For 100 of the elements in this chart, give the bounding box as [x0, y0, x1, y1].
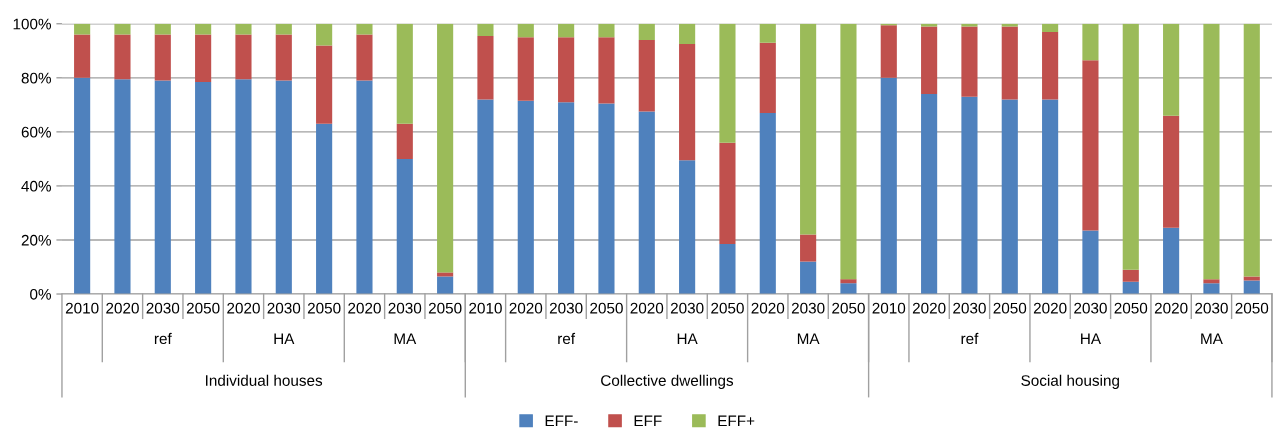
bar	[840, 23, 857, 280]
bar	[1001, 99, 1018, 295]
x-tick-label: 2030	[146, 302, 180, 314]
bar	[598, 23, 615, 38]
legend-label: EFF+	[718, 415, 755, 427]
bar	[1243, 23, 1260, 277]
x-tick-label: 2050	[186, 302, 220, 314]
bar	[477, 23, 494, 36]
bar	[1042, 99, 1059, 295]
y-tick-label: 0%	[30, 288, 51, 300]
bar	[759, 42, 776, 113]
text: ref	[558, 332, 576, 345]
bar	[195, 23, 212, 35]
bar	[1001, 26, 1018, 100]
bar	[719, 244, 736, 295]
bar	[1082, 60, 1099, 231]
x-tick-label: 2020	[1033, 302, 1067, 314]
bar	[356, 23, 373, 35]
bar	[1122, 281, 1139, 295]
bar	[517, 100, 534, 295]
bar	[275, 23, 292, 35]
bar	[396, 123, 413, 159]
legend-label: EFF-	[545, 415, 578, 427]
x-tick-label: 2050	[1235, 302, 1269, 314]
bar	[154, 23, 171, 35]
x-tick-label: 2020	[509, 302, 543, 314]
x-tick-label: 2020	[751, 302, 785, 314]
x-tick-label: 2020	[912, 302, 946, 314]
bar	[437, 276, 454, 295]
bar	[154, 34, 171, 81]
x-tick-label: 2020	[1154, 302, 1188, 314]
bar	[195, 81, 212, 295]
bar	[598, 103, 615, 295]
bar	[558, 23, 575, 38]
bar	[477, 35, 494, 100]
bar	[719, 142, 736, 245]
bar	[1203, 283, 1220, 295]
bar	[74, 23, 91, 35]
y-tick-label: 100%	[13, 18, 52, 30]
bar	[759, 23, 776, 43]
bar	[1042, 31, 1059, 100]
x-tick-label: 2050	[993, 302, 1027, 314]
bar	[1122, 23, 1139, 270]
x-tick-label: 2010	[469, 302, 502, 314]
bar	[114, 34, 131, 80]
bar	[558, 102, 575, 295]
x-tick-label: 2010	[65, 302, 99, 314]
x-tick-label: 2050	[1114, 302, 1148, 314]
bar	[517, 23, 534, 38]
x-tick-label: 2030	[670, 302, 704, 314]
bar	[396, 158, 413, 295]
bar	[396, 23, 413, 124]
text: MA	[1201, 333, 1223, 344]
bar	[840, 283, 857, 295]
bar	[638, 40, 655, 112]
bar	[517, 37, 534, 101]
text: HA	[274, 333, 295, 344]
text: ref	[154, 332, 172, 345]
x-tick-label: 2050	[711, 302, 744, 314]
bar	[316, 45, 333, 124]
bar	[961, 96, 978, 295]
bar	[719, 23, 736, 143]
bar	[800, 23, 817, 235]
y-tick-label: 20%	[21, 234, 52, 246]
bar	[921, 94, 938, 295]
bar	[114, 23, 131, 35]
text: Social housing	[1021, 374, 1119, 389]
x-tick-label: 2030	[791, 302, 825, 314]
bar	[1082, 23, 1099, 61]
x-tick-label: 2050	[832, 302, 865, 314]
text: ref	[961, 332, 979, 345]
bar	[759, 112, 776, 295]
bar	[235, 34, 252, 80]
bar	[154, 80, 171, 295]
x-tick-label: 2030	[953, 302, 986, 314]
bar	[840, 279, 857, 284]
bar	[235, 23, 252, 35]
x-tick-label: 2020	[106, 302, 139, 314]
bar	[74, 77, 91, 295]
text: Collective dwellings	[601, 374, 734, 389]
x-tick-label: 2030	[267, 302, 301, 314]
bar	[800, 234, 817, 262]
bar	[679, 44, 696, 161]
bar	[74, 34, 91, 78]
bar	[961, 26, 978, 97]
bar	[275, 34, 292, 81]
legend-label: EFF	[634, 415, 662, 427]
bar	[1122, 269, 1139, 282]
text: HA	[1081, 333, 1102, 344]
x-tick-label: 2030	[1195, 302, 1228, 314]
text: Individual houses	[206, 374, 323, 386]
bar	[921, 26, 938, 95]
x-tick-label: 2050	[307, 302, 341, 314]
x-tick-label: 2020	[348, 302, 381, 314]
bar	[114, 79, 131, 295]
bar	[1203, 279, 1220, 284]
x-tick-label: 2010	[872, 302, 906, 314]
bar	[437, 23, 454, 273]
text: MA	[394, 333, 417, 344]
bar	[1163, 23, 1180, 116]
